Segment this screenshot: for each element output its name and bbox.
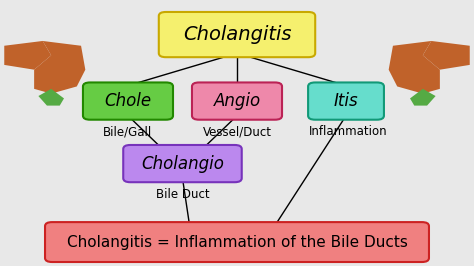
Polygon shape [34,41,85,94]
Text: Vessel/Duct: Vessel/Duct [202,125,272,138]
FancyBboxPatch shape [159,12,315,57]
Text: Bile/Gall: Bile/Gall [103,125,153,138]
Text: Bile Duct: Bile Duct [155,188,210,201]
Text: Itis: Itis [334,92,358,110]
Polygon shape [423,41,470,70]
Text: Chole: Chole [104,92,152,110]
Text: Cholangitis = Inflammation of the Bile Ducts: Cholangitis = Inflammation of the Bile D… [66,235,408,250]
Text: Cholangio: Cholangio [141,155,224,173]
FancyBboxPatch shape [123,145,242,182]
Polygon shape [38,89,64,106]
Polygon shape [4,41,51,70]
FancyBboxPatch shape [83,82,173,120]
Polygon shape [410,89,436,106]
Polygon shape [389,41,440,94]
Text: Angio: Angio [213,92,261,110]
FancyBboxPatch shape [192,82,282,120]
FancyBboxPatch shape [45,222,429,262]
Text: Cholangitis: Cholangitis [183,25,291,44]
Text: Inflammation: Inflammation [309,125,388,138]
FancyBboxPatch shape [308,82,384,120]
